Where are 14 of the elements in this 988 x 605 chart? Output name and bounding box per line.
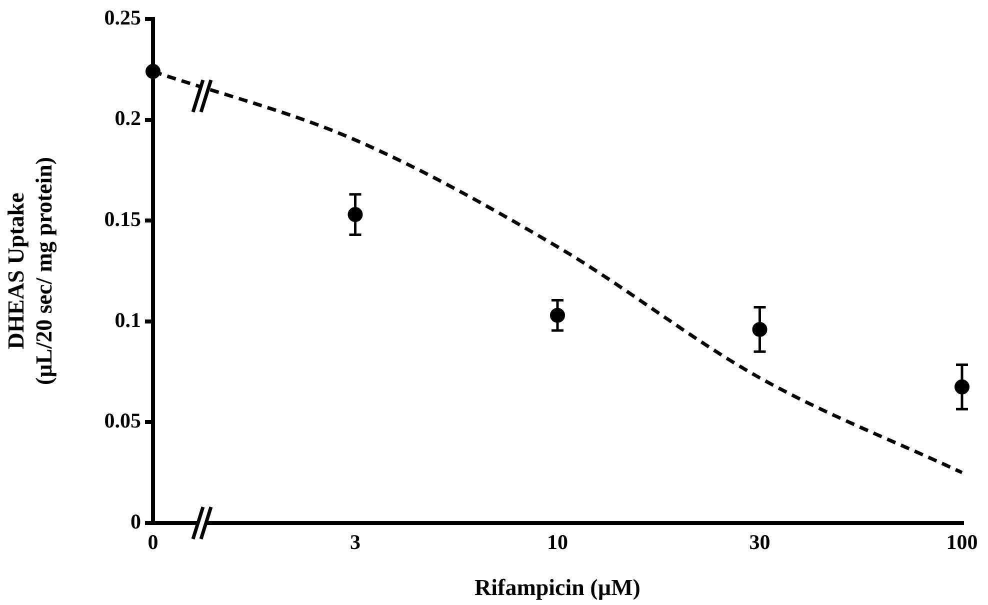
y-tick-label: 0.1	[114, 308, 141, 332]
x-tick-label: 0	[148, 530, 158, 554]
y-tick-label: 0.15	[104, 207, 141, 232]
x-tick-label: 100	[946, 530, 978, 554]
x-tick-label: 3	[350, 530, 360, 554]
x-tick-label: 10	[547, 530, 568, 554]
x-tick-label: 30	[749, 530, 770, 554]
y-tick-label: 0.2	[114, 106, 141, 130]
y-tick-label: 0	[130, 509, 141, 534]
y-tick-label: 0.05	[104, 408, 141, 433]
point	[146, 64, 160, 79]
x-axis-title: Rifampicin (µM)	[474, 575, 640, 600]
y-axis-title: DHEAS Uptake (µL/20 sec/ mg protein)	[4, 156, 58, 386]
y-tick-label: 0.25	[104, 5, 141, 30]
